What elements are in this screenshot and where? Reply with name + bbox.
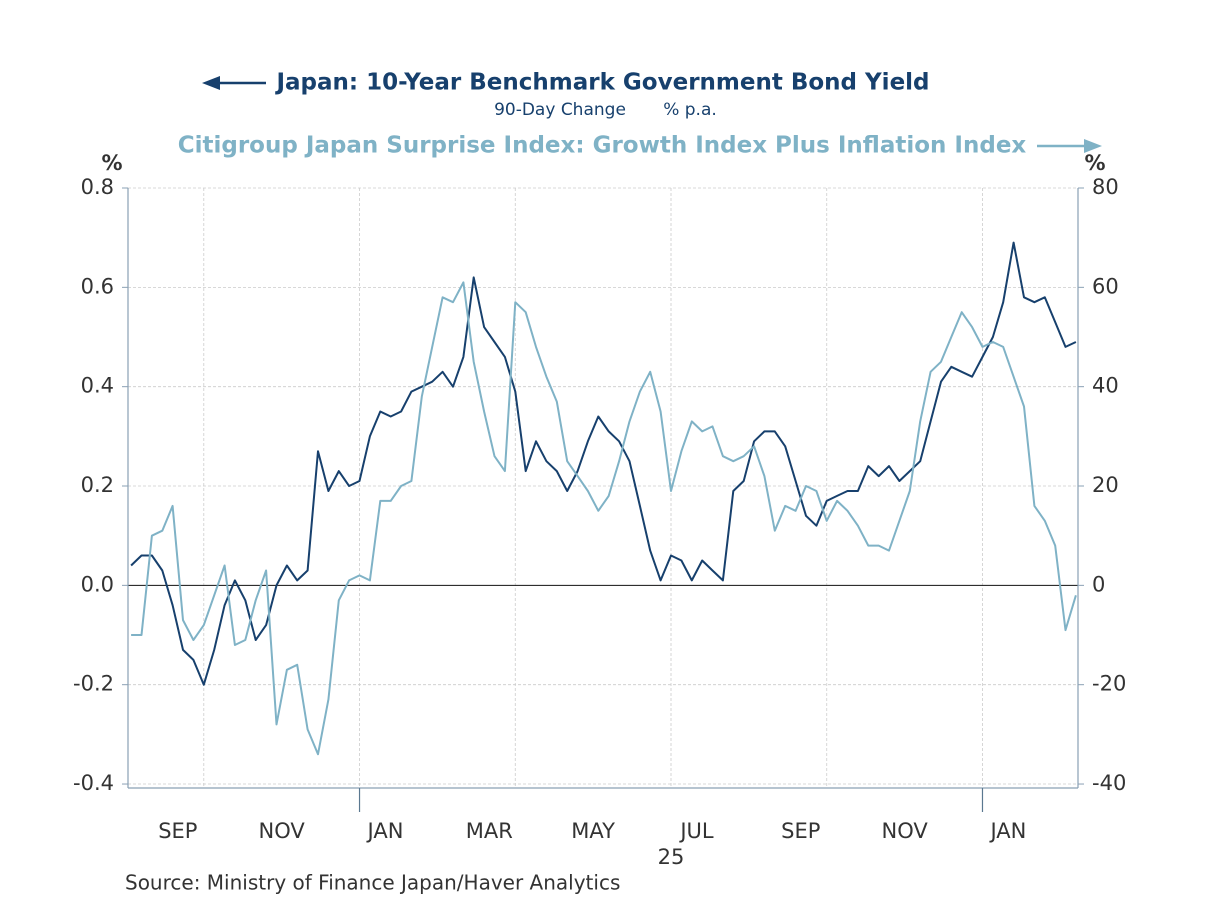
y-tick-label: 0.0 [81, 572, 114, 596]
title-unit: % p.a. [663, 100, 717, 120]
y-axis-label: % [101, 151, 122, 175]
series-title: Citigroup Japan Surprise Index: Growth I… [178, 133, 1027, 159]
y2-tick-label: -20 [1092, 672, 1126, 696]
x-tick-label: SEP [781, 819, 820, 843]
series-title: Japan: 10-Year Benchmark Government Bond… [274, 70, 929, 96]
y-tick-label: 0.6 [81, 274, 114, 298]
y-tick-label: -0.2 [73, 672, 114, 696]
y-tick-label: 0.4 [81, 374, 114, 398]
arrow-right [1037, 139, 1102, 153]
x-tick-label: MAR [466, 819, 513, 843]
y2-tick-label: 0 [1092, 572, 1105, 596]
y2-tick-label: 20 [1092, 473, 1119, 497]
y2-tick-label: -40 [1092, 771, 1126, 795]
series-line [130, 241, 1077, 686]
x-tick-label: NOV [881, 819, 928, 843]
x-tick-label: JAN [366, 819, 404, 843]
y2-tick-label: 60 [1092, 274, 1119, 298]
arrow-left [202, 76, 266, 90]
x-tick-label: NOV [259, 819, 306, 843]
y2-tick-label: 40 [1092, 374, 1119, 398]
x-tick-label: JUL [678, 819, 714, 843]
y2-axis-label: % [1084, 151, 1105, 175]
x-tick-label: MAY [571, 819, 615, 843]
y-tick-label: 0.2 [81, 473, 114, 497]
y-tick-label: 0.8 [81, 175, 114, 199]
y-tick-label: -0.4 [73, 771, 114, 795]
title-note: 90-Day Change [494, 100, 626, 120]
x-tick-label: JAN [988, 819, 1026, 843]
y2-tick-label: 80 [1092, 175, 1119, 199]
year-label: 25 [658, 845, 685, 869]
series-line [131, 281, 1077, 756]
x-tick-label: SEP [158, 819, 197, 843]
source: Source: Ministry of Finance Japan/Haver … [125, 871, 620, 895]
